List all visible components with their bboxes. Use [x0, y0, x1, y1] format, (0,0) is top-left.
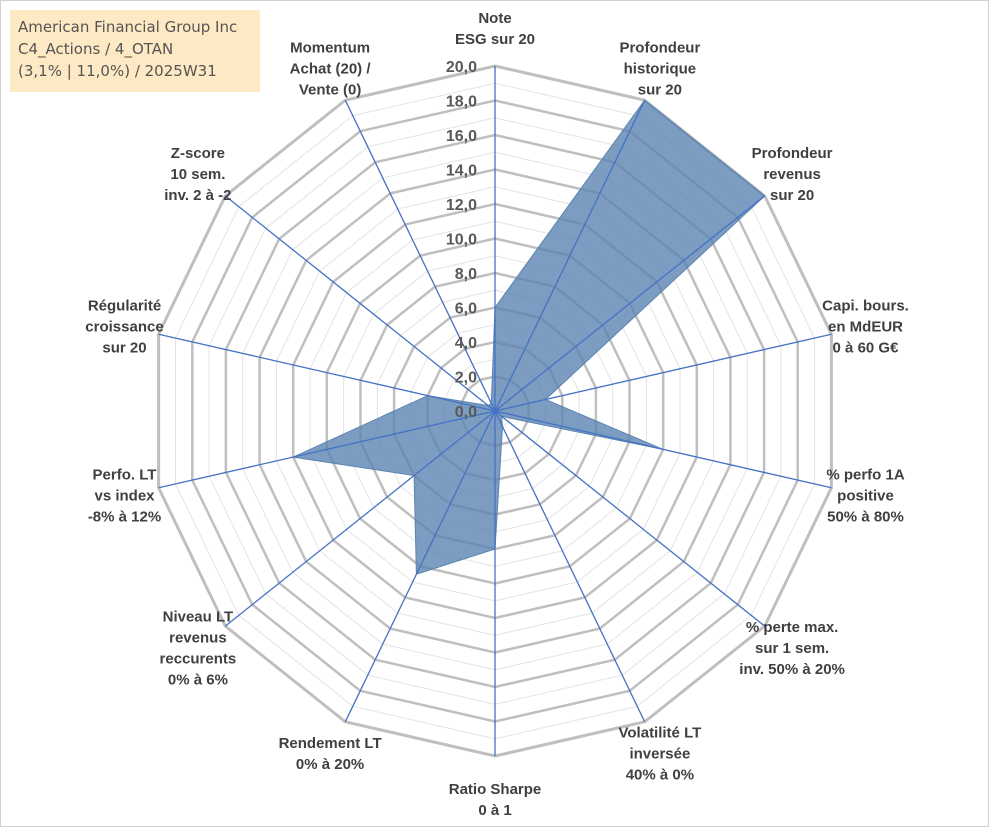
- category-label-line: croissance: [85, 318, 163, 335]
- tick-label: 8,0: [455, 266, 477, 283]
- category-label-line: Volatilité LT: [619, 724, 702, 741]
- category-label-line: Profondeur: [752, 145, 833, 162]
- category-label-line: Rendement LT: [279, 735, 382, 752]
- category-label-line: -8% à 12%: [88, 509, 161, 526]
- category-label-line: % perte max.: [746, 619, 839, 636]
- category-label-line: Perfo. LT: [93, 467, 157, 484]
- category-label: Perfo. LT vs index -8% à 12%: [88, 467, 161, 526]
- category-label: Profondeur historique sur 20: [619, 40, 700, 99]
- category-label-line: inversée: [629, 745, 690, 762]
- tick-label: 16,0: [446, 128, 477, 145]
- category-label: Niveau LT revenus reccurents 0% à 6%: [160, 608, 237, 688]
- axis-spoke: [494, 333, 832, 412]
- category-label: Ratio Sharpe 0 à 1: [449, 781, 542, 819]
- category-label-line: Achat (20) /: [290, 61, 372, 78]
- category-label-line: % perfo 1A: [826, 467, 905, 484]
- category-label-line: 10 sem.: [170, 166, 225, 183]
- axis-spoke: [494, 195, 766, 412]
- axis-spoke: [494, 410, 646, 723]
- category-label: % perfo 1A positive 50% à 80%: [826, 467, 905, 526]
- axis-spokes: [158, 66, 832, 756]
- category-label-line: sur 1 sem.: [755, 640, 829, 657]
- category-label-line: Capi. bours.: [822, 297, 909, 314]
- category-label: % perte max. sur 1 sem. inv. 50% à 20%: [739, 619, 845, 678]
- axis-spoke: [494, 410, 766, 627]
- category-label-line: Note: [478, 10, 511, 27]
- category-label: Capi. bours. en MdEUR 0 à 60 G€: [822, 297, 909, 356]
- axis-spoke: [224, 195, 496, 412]
- category-label-line: sur 20: [770, 187, 814, 204]
- category-label-line: inv. 2 à -2: [164, 187, 231, 204]
- category-label: Profondeur revenus sur 20: [752, 145, 833, 204]
- category-label-line: Profondeur: [619, 40, 700, 57]
- axis-spoke: [344, 99, 496, 412]
- title-box: American Financial Group Inc C4_Actions …: [10, 10, 260, 92]
- category-label: Rendement LT 0% à 20%: [279, 735, 382, 773]
- tick-labels: 0,0 2,0 4,0 6,0 8,0 10,0 12,0 14,0 16,0 18,0 20,0: [446, 59, 477, 421]
- category-label-line: 0 à 60 G€: [833, 339, 900, 356]
- tick-label: 6,0: [455, 301, 477, 318]
- tick-label: 4,0: [455, 335, 477, 352]
- category-label: Régularité croissance sur 20: [85, 297, 163, 356]
- category-label-line: Momentum: [290, 40, 370, 57]
- tick-label: 18,0: [446, 94, 477, 111]
- category-label-line: vs index: [94, 488, 155, 505]
- category-label-line: historique: [624, 61, 697, 78]
- category-label-line: Régularité: [88, 297, 161, 314]
- tick-label: 0,0: [455, 404, 477, 421]
- category-label-line: reccurents: [160, 650, 237, 667]
- category-label-line: revenus: [763, 166, 821, 183]
- company-name: American Financial Group Inc: [18, 18, 238, 36]
- category-labels: Note ESG sur 20 Profondeur historique sur 20…: [85, 10, 909, 819]
- category-label-line: positive: [837, 488, 894, 505]
- axis-spoke: [494, 99, 646, 412]
- category-label-line: revenus: [169, 629, 227, 646]
- category-label-line: 0% à 6%: [168, 671, 228, 688]
- axis-spoke: [158, 333, 496, 412]
- axis-spoke: [344, 410, 496, 723]
- tick-label: 10,0: [446, 232, 477, 249]
- tick-label: 12,0: [446, 197, 477, 214]
- category-label-line: 0 à 1: [478, 802, 511, 819]
- category-label-line: Ratio Sharpe: [449, 781, 542, 798]
- category-label: Momentum Achat (20) / Vente (0): [290, 40, 372, 99]
- category-label-line: Vente (0): [299, 82, 362, 99]
- axis-spoke: [224, 410, 496, 627]
- category-label-line: sur 20: [102, 339, 146, 356]
- category-label: Volatilité LT inversée 40% à 0%: [619, 724, 702, 783]
- category-label: Z-score 10 sem. inv. 2 à -2: [164, 145, 231, 204]
- category-label-line: inv. 50% à 20%: [739, 661, 845, 678]
- axis-spoke: [158, 410, 496, 489]
- category-label-line: ESG sur 20: [455, 31, 535, 48]
- period-label: (3,1% | 11,0%) / 2025W31: [18, 62, 217, 80]
- category-label-line: 0% à 20%: [296, 756, 364, 773]
- category-label: Note ESG sur 20: [455, 10, 535, 48]
- category-label-line: Z-score: [171, 145, 225, 162]
- tick-label: 20,0: [446, 59, 477, 76]
- tick-label: 14,0: [446, 163, 477, 180]
- portfolio-label: C4_Actions / 4_OTAN: [18, 40, 174, 58]
- category-label-line: sur 20: [638, 82, 682, 99]
- category-label-line: Niveau LT: [163, 608, 234, 625]
- tick-label: 2,0: [455, 370, 477, 387]
- category-label-line: 40% à 0%: [626, 766, 694, 783]
- category-label-line: en MdEUR: [828, 318, 903, 335]
- category-label-line: 50% à 80%: [827, 509, 904, 526]
- axis-spoke: [494, 410, 832, 489]
